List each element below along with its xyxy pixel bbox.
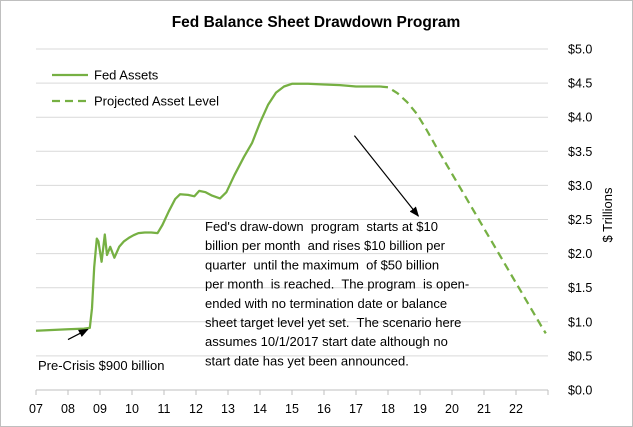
x-tick-label-12: 19 — [413, 402, 427, 416]
y-tick-label-4: $2.0 — [568, 247, 592, 261]
y-tick-label-2: $1.0 — [568, 315, 592, 329]
annotation-program-line-6: assumes 10/1/2017 start date although no — [205, 334, 448, 349]
legend: Fed Assets Projected Asset Level — [52, 68, 219, 109]
axes: $0.0 $0.5 $1.0 $1.5 $2.0 $2.5 $3.0 $3.5 $4.0 $4.5… — [29, 43, 592, 417]
y-tick-label-5: $2.5 — [568, 213, 592, 227]
y-tick-label-1: $0.5 — [568, 349, 592, 363]
y-tick-label-8: $4.0 — [568, 111, 592, 125]
y-axis-label: $ Trillions — [600, 187, 615, 242]
series-group — [35, 82, 547, 334]
x-tick-label-10: 17 — [349, 402, 363, 416]
chart-title: Fed Balance Sheet Drawdown Program — [172, 14, 461, 31]
x-tick-label-4: 11 — [158, 402, 171, 416]
y-tick-label-6: $3.0 — [568, 179, 592, 193]
projected-asset-line — [379, 85, 547, 334]
x-tick-label-14: 21 — [477, 402, 491, 416]
annotation-program-line-7: start date has yet been announced. — [205, 353, 409, 368]
x-tick-label-5: 12 — [189, 402, 203, 416]
x-tick-label-9: 16 — [317, 402, 331, 416]
x-tick-label-1: 08 — [61, 402, 75, 416]
annotation-program-line-4: ended with no termination date or balanc… — [205, 296, 447, 311]
annotation-program-line-0: Fed's draw-down program starts at $10 — [205, 219, 438, 234]
annotations: Fed's draw-down program starts at $10 bil… — [38, 135, 469, 373]
fed-assets-line — [35, 82, 380, 332]
annotation-program-line-1: billion per month and rises $10 billion … — [205, 238, 446, 253]
x-tick-label-6: 13 — [221, 402, 235, 416]
y-tick-label-9: $4.5 — [568, 77, 592, 91]
y-tick-label-3: $1.5 — [568, 281, 592, 295]
x-tick-label-13: 20 — [445, 402, 459, 416]
x-tick-label-2: 09 — [93, 402, 107, 416]
x-tick-label-7: 14 — [253, 402, 267, 416]
y-tick-label-0: $0.0 — [568, 384, 592, 398]
x-tick-label-11: 18 — [381, 402, 395, 416]
x-tick-label-15: 22 — [509, 402, 523, 416]
annotation-arrow-precrisis — [67, 328, 89, 341]
x-tick-label-8: 15 — [285, 402, 299, 416]
annotation-program-line-2: quarter until the maximum of $50 billion — [205, 257, 439, 272]
legend-label-1: Projected Asset Level — [94, 94, 219, 109]
annotation-program-line-5: sheet target level yet set. The scenario… — [205, 315, 461, 330]
annotation-precrisis: Pre-Crisis $900 billion — [38, 358, 164, 373]
x-tick-label-0: 07 — [29, 402, 43, 416]
annotation-arrow-program — [353, 135, 420, 217]
y-tick-label-10: $5.0 — [568, 43, 592, 57]
annotation-program-line-3: per month is reached. The program is ope… — [205, 277, 469, 292]
x-tick-label-3: 10 — [125, 402, 139, 416]
legend-label-0: Fed Assets — [94, 68, 159, 83]
y-tick-label-7: $3.5 — [568, 145, 592, 159]
